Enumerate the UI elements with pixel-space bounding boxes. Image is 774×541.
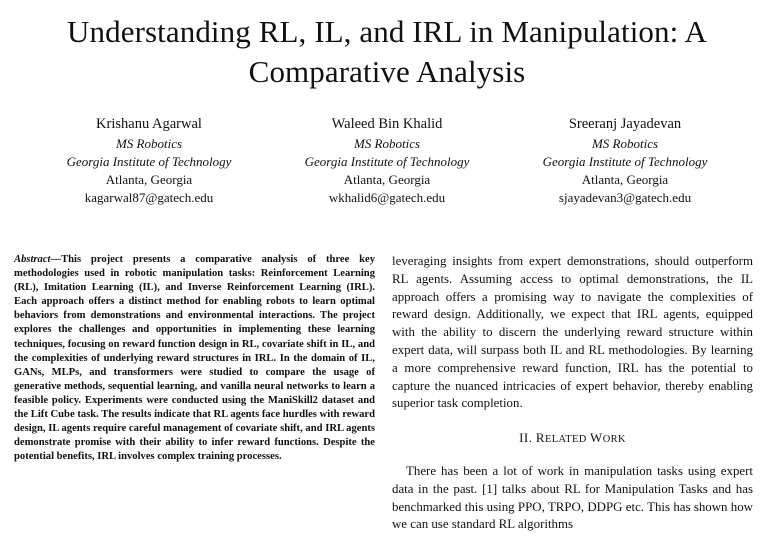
author-name: Krishanu Agarwal [96,116,202,132]
section-title-rest: ORK [602,434,626,446]
abstract-label: Abstract [14,254,51,265]
author-email: wkhalid6@gatech.edu [328,190,446,205]
author-name: Sreeranj Jayadevan [568,116,682,132]
author-city: Atlanta, Georgia [581,172,669,187]
section-number: II. [519,430,533,446]
author-dept: MS Robotics [115,136,183,151]
section-title-rest: ELATED [544,434,587,446]
section-title-letter: W [590,430,603,446]
section-heading-related-work: II. RELATED WORK [392,429,753,449]
abstract: Abstract—This project presents a compara… [14,253,375,464]
paper-title: Understanding RL, IL, and IRL in Manipul… [67,14,707,89]
author-2: Waleed Bin Khalid MS Robotics Georgia In… [268,114,506,207]
intro-paragraph-continued: leveraging insights from expert demonstr… [392,254,753,411]
author-3: Sreeranj Jayadevan MS Robotics Georgia I… [506,114,744,207]
author-org: Georgia Institute of Technology [66,154,232,169]
author-dept: MS Robotics [591,136,659,151]
right-column: leveraging insights from expert demonstr… [392,253,753,534]
author-dept: MS Robotics [353,136,421,151]
abstract-text: —This project presents a comparative ana… [14,254,375,463]
author-email: sjayadevan3@gatech.edu [558,190,692,205]
author-org: Georgia Institute of Technology [542,154,708,169]
author-name: Waleed Bin Khalid [331,116,443,132]
author-org: Georgia Institute of Technology [304,154,470,169]
author-block: Krishanu Agarwal MS Robotics Georgia Ins… [30,114,744,207]
author-city: Atlanta, Georgia [105,172,193,187]
author-1: Krishanu Agarwal MS Robotics Georgia Ins… [30,114,268,207]
section-title-letter: R [535,430,545,446]
author-email: kagarwal87@gatech.edu [84,190,214,205]
author-city: Atlanta, Georgia [343,172,431,187]
related-work-paragraph: There has been a lot of work in manipula… [392,463,753,532]
